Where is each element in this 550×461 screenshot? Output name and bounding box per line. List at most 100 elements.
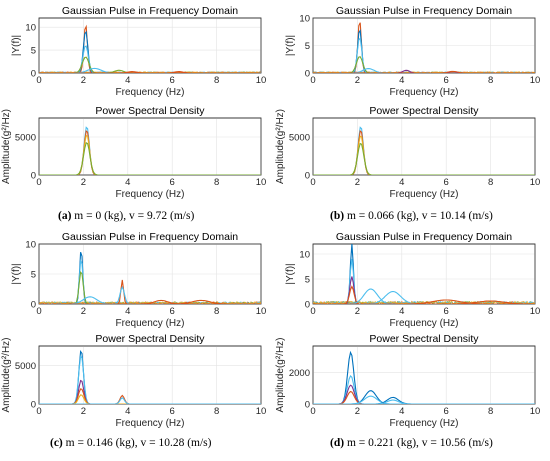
x-tick-label: 6 xyxy=(444,75,449,86)
x-tick-label: 10 xyxy=(256,177,267,188)
caption-d: (d) m = 0.221 (kg), v = 10.56 (m/s) xyxy=(330,437,493,449)
x-axis-label: Frequency (Hz) xyxy=(116,418,185,429)
chart-0-0: 0 2 4 6 8 10 0 5 10 Gaussian Pulse in Frequency D… xyxy=(11,5,266,98)
data-series-line xyxy=(39,299,261,304)
y-tick-label: 10 xyxy=(25,240,36,251)
data-series-line xyxy=(313,300,535,304)
x-tick-label: 4 xyxy=(399,406,404,417)
chart-2-0: 0 2 4 6 8 10 0 5 10 Gaussian Pulse in Frequency D… xyxy=(11,231,266,329)
caption-c: (c) m = 0.146 (kg), v = 10.28 (m/s) xyxy=(50,437,212,449)
x-tick-label: 6 xyxy=(444,306,449,317)
x-tick-label: 0 xyxy=(310,177,315,188)
x-tick-label: 8 xyxy=(214,75,219,86)
data-series-line xyxy=(313,285,535,304)
y-tick-label: 5000 xyxy=(289,133,310,144)
x-tick-label: 10 xyxy=(530,177,541,188)
x-tick-label: 0 xyxy=(36,177,41,188)
x-tick-label: 8 xyxy=(214,406,219,417)
x-tick-label: 4 xyxy=(125,177,130,188)
plot-frame xyxy=(312,243,536,305)
plot-frame xyxy=(312,117,536,176)
data-series-line xyxy=(313,384,535,404)
data-series-line xyxy=(313,142,535,175)
x-tick-label: 0 xyxy=(36,75,41,86)
caption-d-letter: (d) xyxy=(330,437,345,449)
caption-b-text: m = 0.066 (kg), v = 10.14 (m/s) xyxy=(344,210,493,222)
x-tick-label: 10 xyxy=(530,306,541,317)
x-tick-label: 4 xyxy=(399,75,404,86)
plot-frame xyxy=(38,117,262,176)
x-tick-label: 6 xyxy=(170,75,175,86)
x-tick-label: 6 xyxy=(170,406,175,417)
data-series-line xyxy=(39,394,261,404)
y-tick-label: 0 xyxy=(305,400,310,411)
chart-title: Power Spectral Density xyxy=(369,333,479,345)
y-axis-label: Amplitude(g²/Hz) xyxy=(1,337,12,412)
caption-c-text: m = 0.146 (kg), v = 10.28 (m/s) xyxy=(62,437,212,449)
chart-title: Power Spectral Density xyxy=(95,105,205,117)
y-axis-label: Amplitude(g²/Hz) xyxy=(275,337,286,412)
x-tick-label: 8 xyxy=(214,306,219,317)
x-tick-label: 10 xyxy=(256,406,267,417)
y-tick-label: 0 xyxy=(305,69,310,80)
caption-c-letter: (c) xyxy=(50,437,63,449)
x-tick-label: 2 xyxy=(81,306,86,317)
x-axis-label: Frequency (Hz) xyxy=(116,87,185,98)
data-series-line xyxy=(313,350,535,404)
x-tick-label: 8 xyxy=(488,75,493,86)
y-tick-label: 10 xyxy=(299,14,310,25)
data-series-line xyxy=(39,296,261,304)
x-tick-label: 10 xyxy=(530,406,541,417)
y-tick-label: 5 xyxy=(305,41,310,52)
plot-frame xyxy=(38,17,262,74)
series-group xyxy=(39,126,261,175)
data-series-line xyxy=(39,388,261,404)
noise-series xyxy=(313,300,535,304)
chart-title: Power Spectral Density xyxy=(369,105,479,117)
x-tick-label: 2 xyxy=(81,75,86,86)
chart-3-0: 0 2 4 6 8 10 0 5 10 Gaussian Pulse in Frequency D… xyxy=(285,231,540,329)
y-tick-label: 0 xyxy=(305,300,310,311)
y-axis-label: |Y(f)| xyxy=(11,35,22,56)
y-tick-label: 5 xyxy=(31,46,36,57)
chart-title: Gaussian Pulse in Frequency Domain xyxy=(336,231,512,243)
series-group xyxy=(39,24,261,73)
chart-3-1: 0 2 4 6 8 10 0 2000 Power Spectral Density Freque… xyxy=(275,333,540,429)
x-tick-label: 0 xyxy=(310,75,315,86)
data-series-line xyxy=(39,355,261,404)
y-tick-label: 10 xyxy=(25,23,36,34)
chart-2-1: 0 2 4 6 8 10 0 5000 Power Spectral Density Freque… xyxy=(1,333,266,429)
x-tick-label: 6 xyxy=(170,306,175,317)
x-tick-label: 6 xyxy=(444,406,449,417)
y-tick-label: 5000 xyxy=(15,361,36,372)
series-group xyxy=(313,244,535,304)
y-tick-label: 5000 xyxy=(15,133,36,144)
chart-title: Power Spectral Density xyxy=(95,333,205,345)
x-axis-label: Frequency (Hz) xyxy=(116,189,185,200)
x-tick-label: 4 xyxy=(125,75,130,86)
x-tick-label: 4 xyxy=(399,306,404,317)
chart-0-1: 0 2 4 6 8 10 0 5000 Power Spectral Density Freque… xyxy=(1,105,266,200)
x-axis-label: Frequency (Hz) xyxy=(390,318,459,329)
x-tick-label: 8 xyxy=(488,406,493,417)
data-series-line xyxy=(313,390,535,404)
chart-1-0: 0 2 4 6 8 10 0 5 10 Gaussian Pulse in Frequency D… xyxy=(285,5,540,98)
x-tick-label: 8 xyxy=(488,306,493,317)
data-series-line xyxy=(313,299,535,304)
y-tick-label: 5 xyxy=(31,270,36,281)
x-tick-label: 2 xyxy=(355,306,360,317)
y-tick-label: 0 xyxy=(31,400,36,411)
x-tick-label: 0 xyxy=(310,406,315,417)
y-tick-label: 2000 xyxy=(289,368,310,379)
series-group xyxy=(39,349,261,404)
y-tick-label: 10 xyxy=(299,250,310,261)
caption-a: (a) m = 0 (kg), v = 9.72 (m/s) xyxy=(58,210,194,222)
x-tick-label: 6 xyxy=(444,177,449,188)
x-tick-label: 2 xyxy=(81,406,86,417)
x-tick-label: 10 xyxy=(256,75,267,86)
x-tick-label: 4 xyxy=(125,406,130,417)
y-axis-label: Amplitude(g²/Hz) xyxy=(275,109,286,184)
chart-1-1: 0 2 4 6 8 10 0 5000 Power Spectral Density Freque… xyxy=(275,105,540,200)
y-axis-label: |Y(f)| xyxy=(285,35,296,56)
